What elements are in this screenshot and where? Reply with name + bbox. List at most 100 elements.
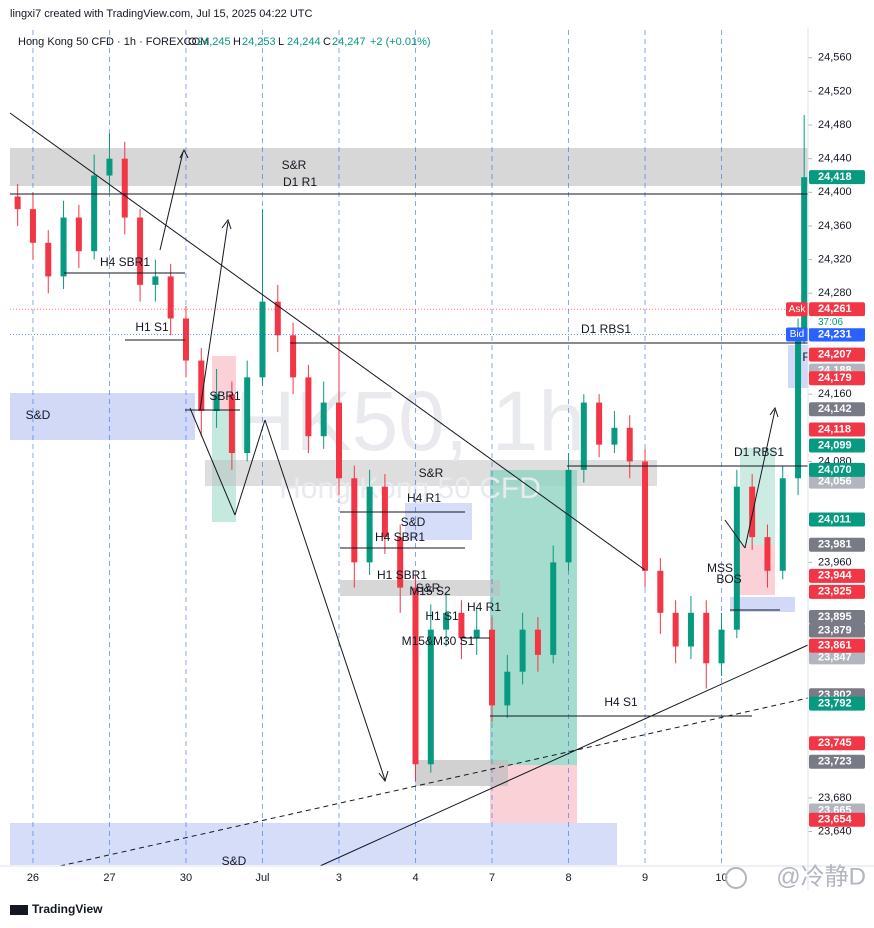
price-tag	[809, 537, 865, 552]
annotation: MSS	[707, 561, 733, 575]
arrow-head	[179, 148, 779, 783]
annotation: H1 S1	[135, 320, 169, 334]
price-tag-label: 24,070	[818, 464, 852, 476]
annotation: H4 SBR1	[375, 530, 425, 544]
price-tag-label: 24,118	[818, 423, 851, 435]
price-tag	[809, 512, 865, 527]
candle-body	[412, 587, 419, 765]
x-tick-label: 10	[715, 872, 727, 884]
annotation: M15&M30 S1	[402, 634, 475, 648]
annotation: D1 R1	[283, 175, 317, 189]
candle-body	[397, 537, 404, 588]
price-tag	[809, 623, 865, 638]
price-tag	[809, 754, 865, 769]
candle-body	[718, 629, 725, 664]
candle-body	[611, 427, 618, 445]
candle-body	[182, 318, 189, 361]
price-tag-label: 24,231	[818, 328, 852, 340]
price-tag	[809, 610, 865, 625]
y-tick-label: 24,360	[818, 220, 852, 232]
candle-body	[290, 335, 297, 378]
trend-line	[159, 151, 184, 251]
price-tag-label: 24,261	[818, 303, 852, 315]
ohlc-key: C	[323, 36, 331, 48]
price-tag	[809, 327, 865, 342]
candle-body	[29, 209, 36, 243]
candle-body	[749, 486, 756, 538]
candle-body	[427, 629, 434, 765]
ohlc: O 24,245 H 24,253 L 24,244 C 24,247 +2 (+0.01%)	[188, 36, 431, 48]
y-tick-label: 23,640	[818, 825, 852, 837]
watermark-title: HK50, 1h	[235, 374, 585, 468]
candle-body	[152, 276, 159, 285]
annotation: SBR1	[209, 389, 241, 403]
candle-body	[703, 612, 710, 664]
y-tick-label: 24,560	[818, 52, 852, 64]
price-tag	[809, 462, 865, 477]
candle-body	[91, 175, 98, 252]
grid: HK50, 1h Hong Kong 50 CFD	[32, 30, 722, 866]
candle-body	[550, 562, 557, 655]
price-tag	[809, 438, 865, 453]
price-tag	[809, 474, 865, 489]
price-tag-label: 24,418	[818, 171, 852, 183]
candle-body	[458, 612, 465, 639]
logo	[10, 905, 28, 915]
candle-body	[504, 671, 511, 706]
annotation: H1 SBR1	[377, 568, 427, 582]
annotations: S&R D1 R1 H4 SBR1 H1 S1 SBR1 S&D D1 RBS1 S&R H4 …	[26, 158, 810, 868]
candle-body	[534, 629, 541, 655]
price-tag	[809, 302, 865, 317]
ohlc-change: +2 (+0.01%)	[370, 36, 431, 48]
price-tag	[809, 422, 865, 437]
price-tag-label: 23,981	[818, 539, 852, 551]
ohlc-value: 24,245	[197, 36, 231, 48]
side-tag-label: Ask	[789, 304, 807, 315]
candle-body	[733, 486, 740, 630]
zone	[10, 823, 617, 865]
annotation: H4 R1	[467, 600, 501, 614]
candle-body	[519, 629, 526, 672]
side-tag	[786, 327, 808, 342]
zone	[405, 503, 472, 540]
price-tag-label: 23,745	[818, 737, 852, 749]
candle-body	[473, 629, 480, 639]
candle-body	[274, 301, 281, 336]
price-tag-label: 23,944	[818, 570, 853, 582]
price-tag-label: 24,099	[818, 439, 852, 451]
trend-line	[724, 519, 746, 549]
zone	[490, 470, 577, 765]
price-tag-label: 23,925	[818, 586, 852, 598]
x-tick-label: 9	[642, 872, 648, 884]
zone	[740, 448, 775, 545]
ohlc-value: 24,247	[332, 36, 366, 48]
price-tag	[809, 638, 865, 653]
y-tick-label: 24,160	[818, 388, 852, 400]
y-tick-label: 24,400	[818, 186, 852, 198]
annotation: D1 RBS1	[734, 445, 784, 459]
candle-body	[795, 335, 802, 479]
drawings	[9, 112, 809, 867]
candle-body	[351, 478, 358, 563]
price-tag-label: 24,142	[818, 403, 852, 415]
trend-line	[744, 409, 776, 549]
candles	[14, 114, 808, 782]
countdown: 37:06	[818, 317, 843, 328]
brand: TradingView	[32, 902, 103, 916]
watermark-icon	[725, 867, 747, 889]
trend-line	[199, 221, 229, 411]
annotation: S&R	[419, 466, 444, 480]
candle-body	[121, 158, 128, 218]
x-tick-label: 4	[412, 872, 418, 884]
price-tag	[809, 736, 865, 751]
x-tick-label: Jul	[255, 872, 269, 884]
candle-body	[687, 612, 694, 647]
candle-body	[596, 402, 603, 445]
annotation: BOS	[716, 572, 741, 586]
x-tick-label: 27	[103, 872, 115, 884]
candle-body	[259, 301, 266, 378]
axis: 26 27 30 Jul 3 4 7 8 9 10 24,560 24,520 24,480 24,440…	[10, 52, 865, 884]
candle-body	[305, 377, 312, 437]
price-tag	[809, 584, 865, 599]
x-tick-label: 3	[336, 872, 342, 884]
